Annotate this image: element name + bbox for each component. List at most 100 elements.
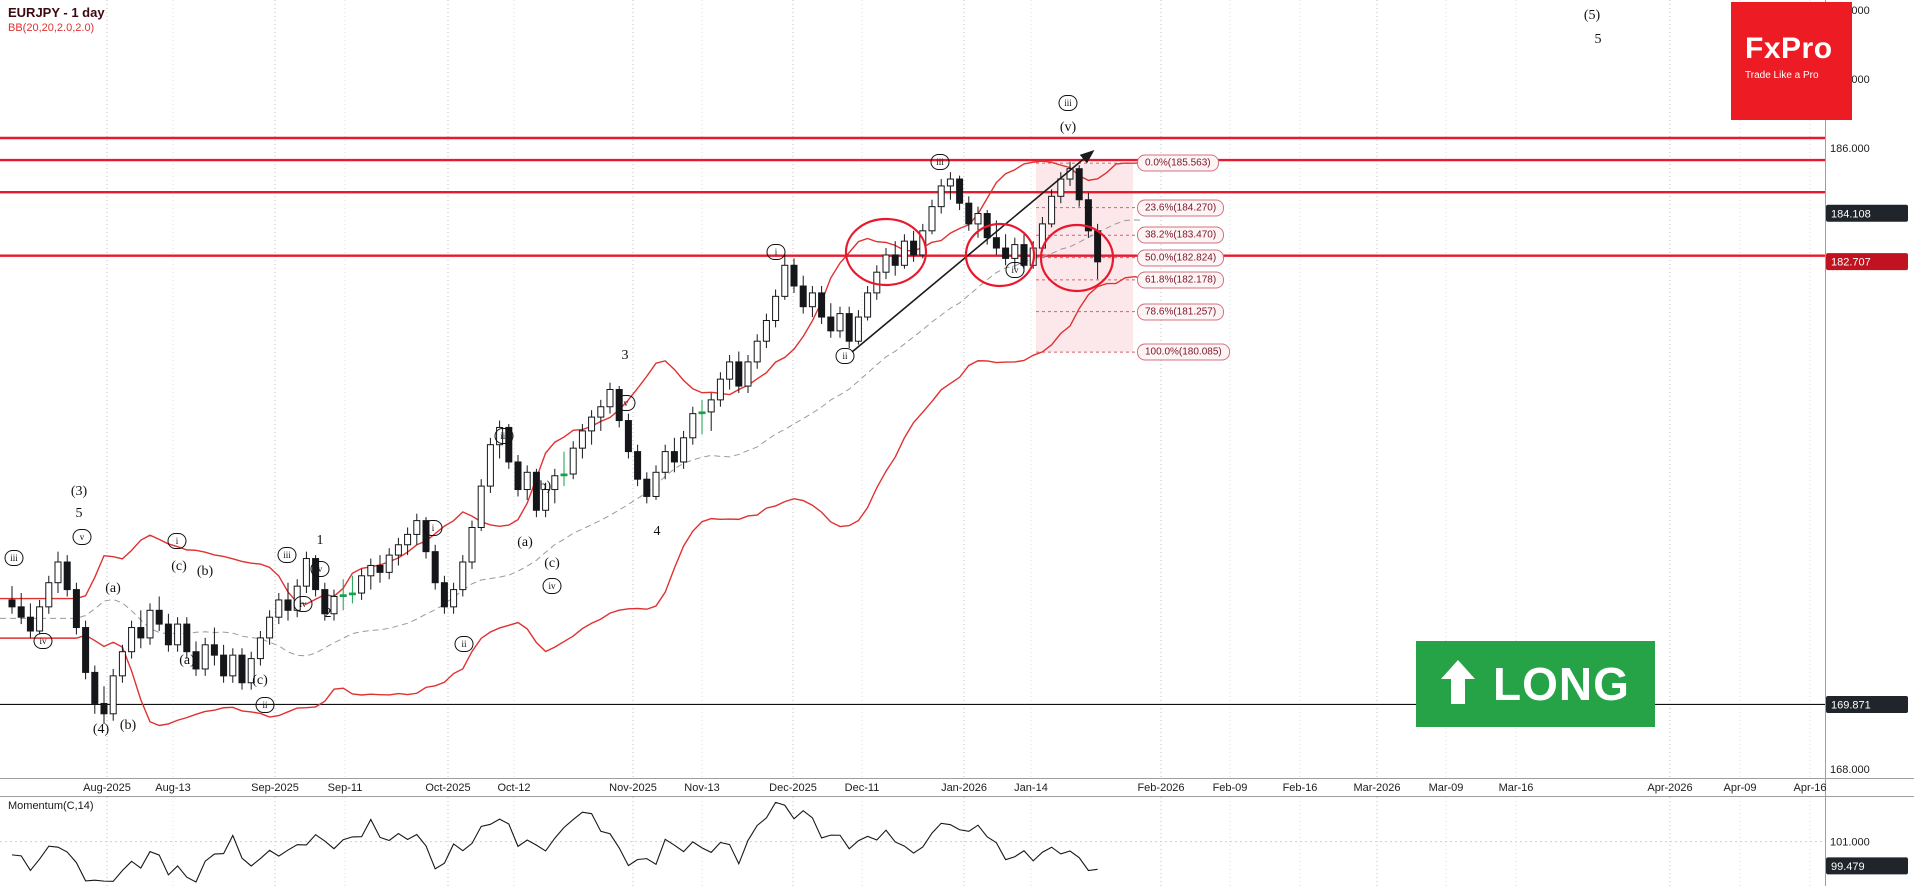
candle-body xyxy=(468,527,476,563)
wave-label: ii xyxy=(255,697,275,713)
wave-label: iv xyxy=(542,578,562,594)
fib-level-label: 50.0%(182.824) xyxy=(1137,249,1225,267)
wave-label: (a) xyxy=(517,535,533,550)
wave-label: v xyxy=(616,395,636,411)
candle-body xyxy=(845,313,853,342)
candle-body xyxy=(45,582,53,608)
candle-body xyxy=(220,654,228,677)
wave-label: v xyxy=(72,529,92,545)
price-badge xyxy=(1826,695,1908,713)
fib-level-label: 23.6%(184.270) xyxy=(1137,199,1225,217)
candle-body xyxy=(1011,244,1019,259)
candle-body xyxy=(956,178,964,204)
candle-body xyxy=(891,254,899,266)
candle-body xyxy=(1066,168,1074,180)
candle-body xyxy=(210,644,218,656)
wave-label: (3) xyxy=(70,484,88,499)
candle-body xyxy=(910,240,918,256)
candle-body xyxy=(137,627,145,639)
candle-body xyxy=(974,213,982,225)
wave-label: (b) xyxy=(119,718,137,733)
candle-body xyxy=(919,230,927,256)
wave-label: 1 xyxy=(316,533,324,548)
candle-body xyxy=(799,285,807,308)
candle-body xyxy=(321,589,329,615)
price-axis-tick: 186.000 xyxy=(1830,143,1870,155)
candle-body xyxy=(514,461,522,491)
fib-level-label: 78.6%(181.257) xyxy=(1137,303,1225,321)
candle-body xyxy=(376,564,384,573)
candle-body xyxy=(385,554,393,573)
momentum-badge-label: 99.479 xyxy=(1831,861,1865,873)
candle-body xyxy=(266,616,274,639)
candle-body xyxy=(450,589,458,608)
x-axis-label: Mar-09 xyxy=(1429,782,1464,794)
candle-body xyxy=(155,609,163,625)
candle-body xyxy=(118,651,126,677)
wave-label: (4) xyxy=(92,722,110,737)
candle-body xyxy=(367,564,375,577)
candle-body xyxy=(854,316,862,342)
x-axis-label: Mar-16 xyxy=(1499,782,1534,794)
x-axis-label: Dec-2025 xyxy=(769,782,817,794)
x-axis-label: Feb-16 xyxy=(1283,782,1318,794)
candle-body xyxy=(560,473,568,477)
candle-body xyxy=(109,675,117,715)
wave-label: 4 xyxy=(653,524,661,539)
candle-body xyxy=(578,430,586,449)
fib-level-label: 38.2%(183.470) xyxy=(1137,226,1225,244)
wave-label: (c) xyxy=(252,673,268,688)
candle-body xyxy=(394,544,402,556)
candle-body xyxy=(1048,195,1056,225)
x-axis-label: Jan-2026 xyxy=(941,782,987,794)
symbol-title: EURJPY - 1 day xyxy=(8,5,105,20)
candle-body xyxy=(348,592,356,596)
price-badge xyxy=(1826,253,1908,271)
candle-body xyxy=(661,451,669,473)
candle-body xyxy=(597,406,605,418)
fib-level-label: 100.0%(180.085) xyxy=(1137,343,1230,361)
candle-body xyxy=(716,378,724,401)
candle-body xyxy=(164,623,172,646)
candle-body xyxy=(818,292,826,318)
candle-body xyxy=(440,582,448,608)
wave-label: 3 xyxy=(621,348,629,363)
candle-body xyxy=(330,596,338,615)
levels-layer xyxy=(0,136,1825,706)
candle-body xyxy=(146,609,154,639)
wave-label: (c) xyxy=(171,559,187,574)
fib-level-label: 61.8%(182.178) xyxy=(1137,271,1225,289)
price-badge-label: 169.871 xyxy=(1831,699,1871,711)
wave-label: iii xyxy=(277,547,297,563)
wave-label: iv xyxy=(293,596,313,612)
candle-body xyxy=(1084,199,1092,232)
candle-body xyxy=(26,616,34,632)
candle-body xyxy=(36,606,44,632)
wave-label: (v) xyxy=(1059,120,1077,135)
fxpro-logo: FxPro Trade Like a Pro xyxy=(1731,2,1852,120)
x-axis-label: Sep-11 xyxy=(328,782,363,794)
wave-label: iii xyxy=(4,550,24,566)
candle-body xyxy=(91,671,99,704)
wave-label: i xyxy=(766,244,786,260)
candle-body xyxy=(82,627,90,673)
wave-label: (b) xyxy=(534,479,552,494)
candle-body xyxy=(477,485,485,529)
candle-body xyxy=(238,654,246,684)
candle-body xyxy=(247,658,255,684)
candle-body xyxy=(505,426,513,463)
wave-label: i xyxy=(423,520,443,536)
bollinger-middle-band xyxy=(0,219,1144,657)
candle-body xyxy=(1002,247,1010,259)
candle-body xyxy=(551,475,559,491)
wave-label: (a) xyxy=(105,581,121,596)
x-axis-label: Nov-13 xyxy=(684,782,719,794)
bollinger-layer xyxy=(0,160,1144,727)
candle-body xyxy=(689,413,697,439)
candle-body xyxy=(256,637,264,660)
fxpro-brand-text: FxPro xyxy=(1745,32,1833,65)
candle-body xyxy=(1020,244,1028,266)
candle-body xyxy=(72,589,80,629)
wave-label: 5 xyxy=(75,506,83,521)
